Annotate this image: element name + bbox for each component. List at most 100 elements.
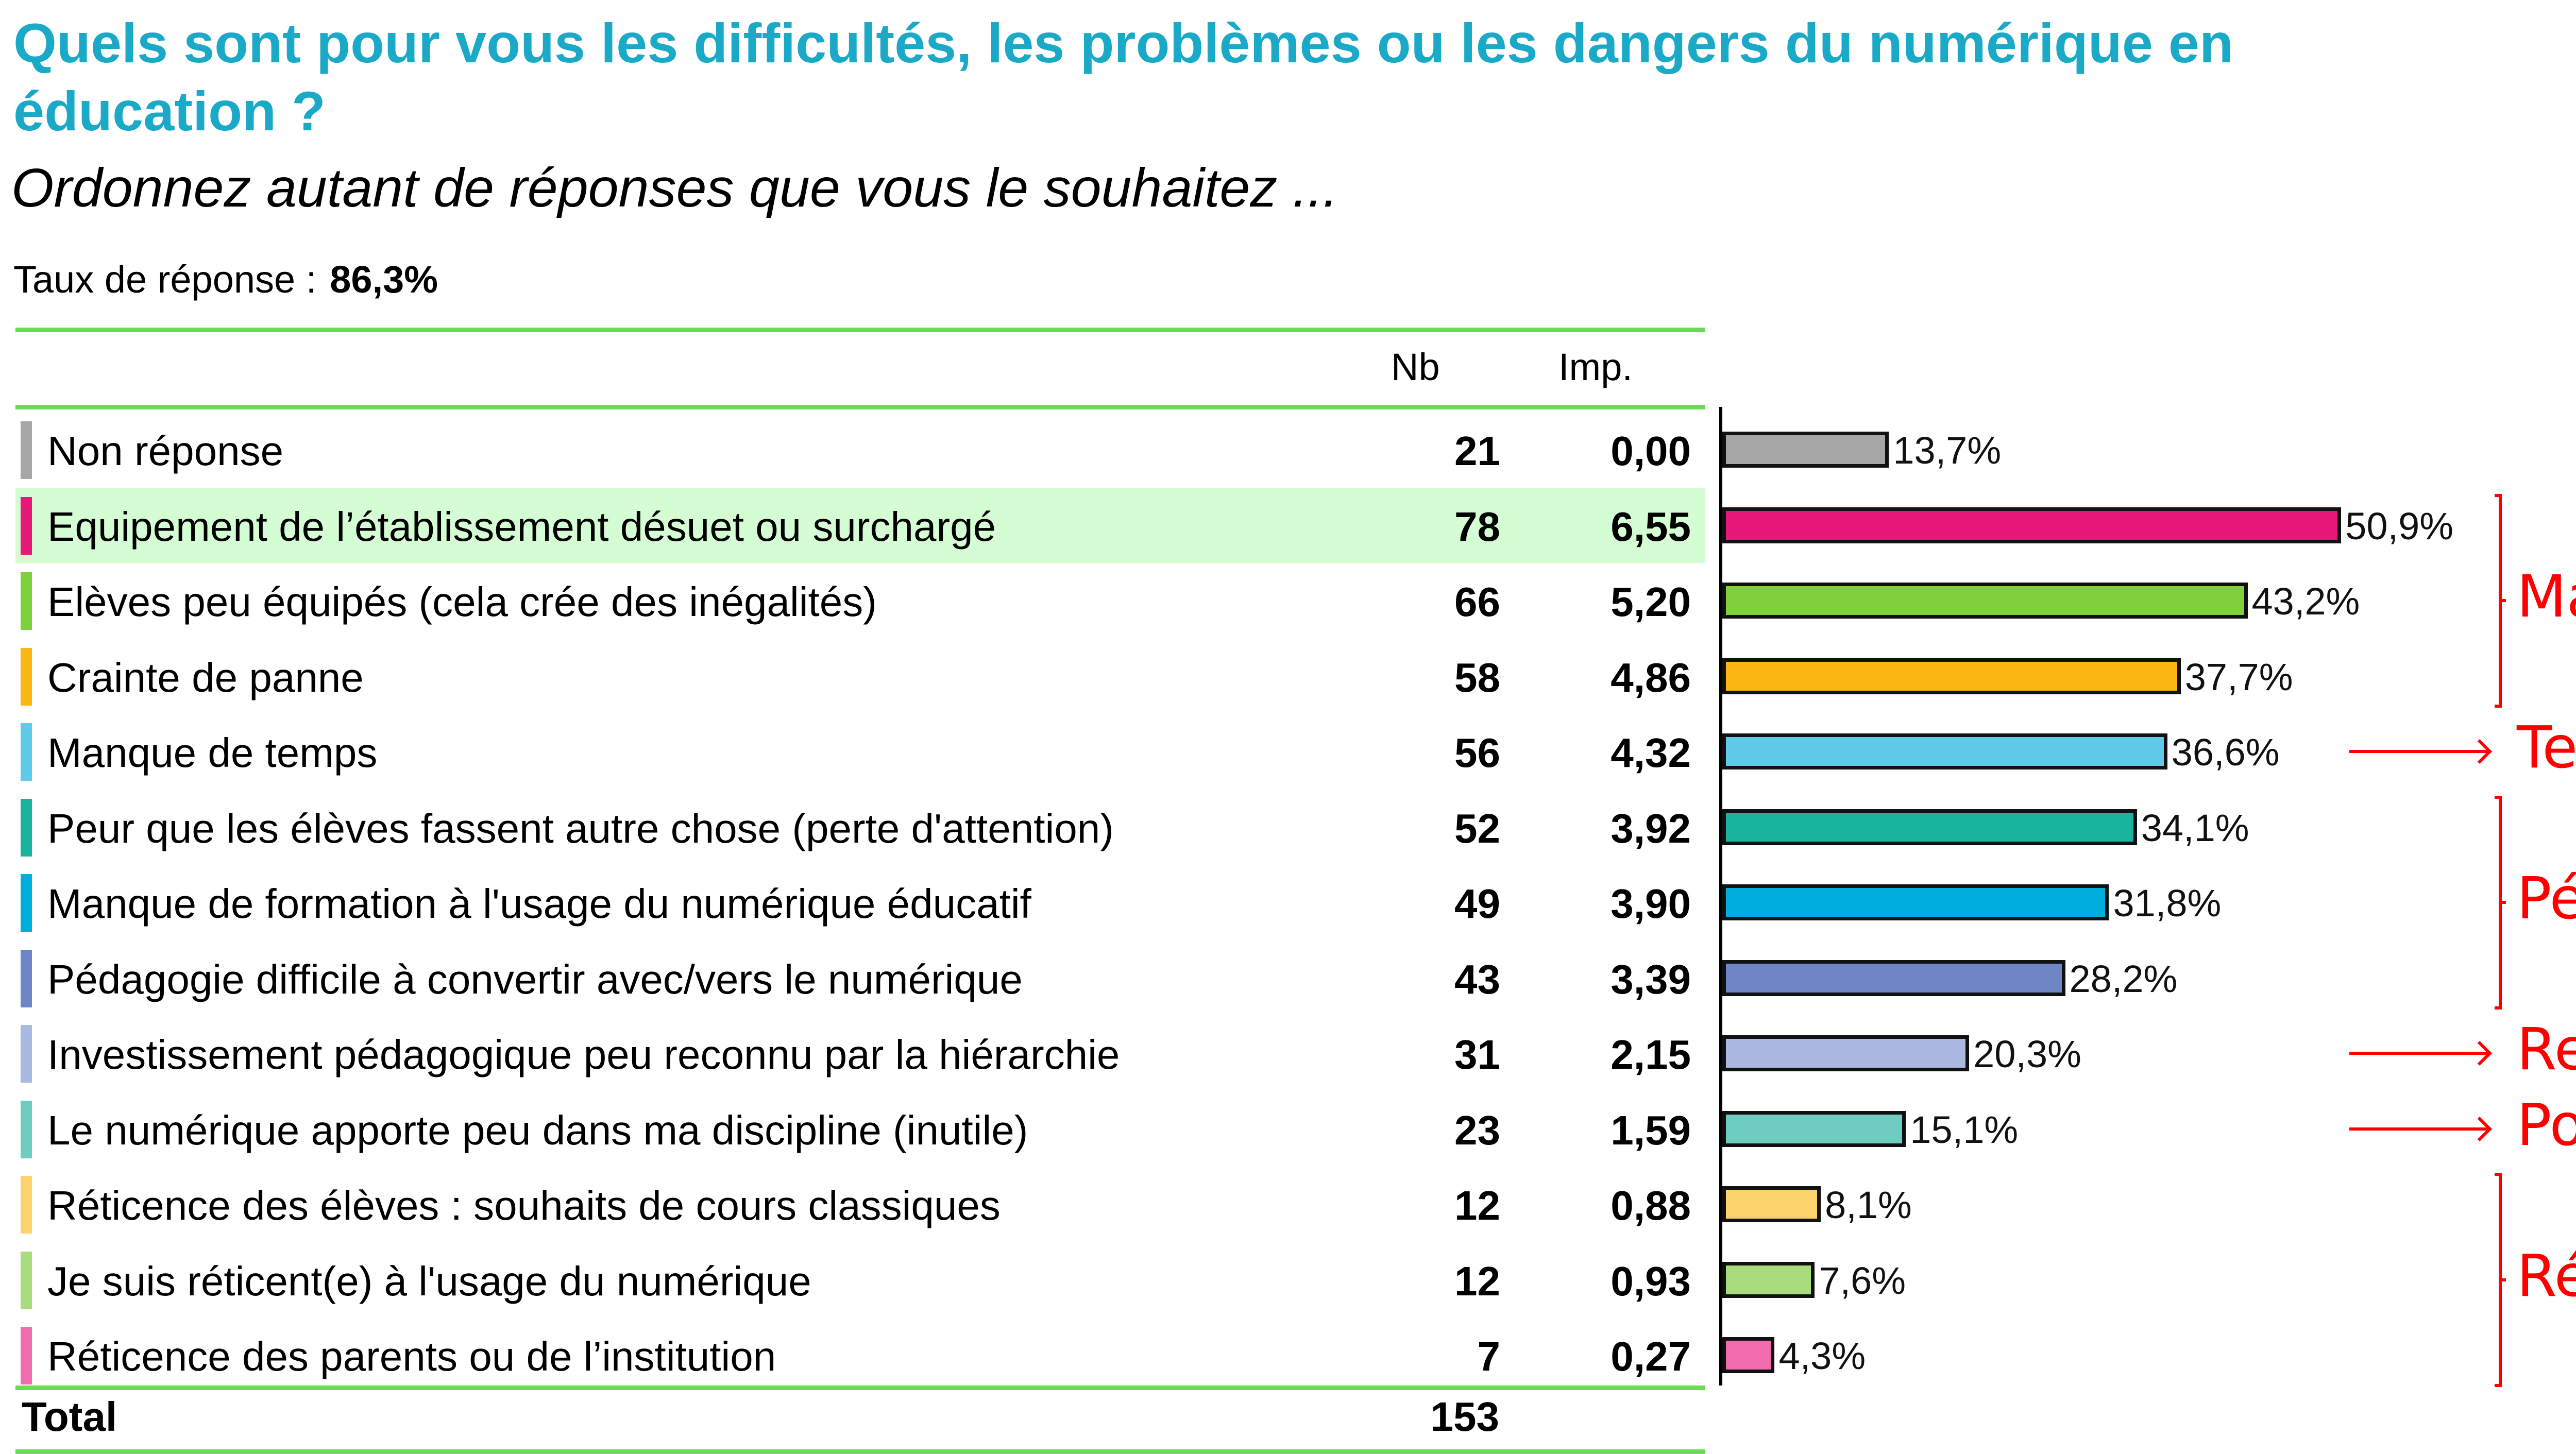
total-label: Total [22,1394,117,1440]
bar [1722,884,2109,920]
bar-value-label: 37,7% [2184,655,2293,698]
column-header-nb: Nb [1391,346,1440,388]
table-row[interactable]: Pédagogie difficile à convertir avec/ver… [15,940,1705,1016]
color-swatch [21,1100,32,1158]
table-top-rule [15,328,1705,332]
row-imp: 4,86 [1611,654,1691,700]
row-imp: 0,27 [1611,1333,1691,1379]
annotation-bracket-tick [2499,901,2506,904]
annotation-bracket-tick [2499,599,2506,603]
table-row[interactable]: Non réponse 21 0,00 [15,412,1705,487]
bar [1722,1186,1821,1222]
row-imp: 0,88 [1611,1183,1691,1228]
row-imp: 1,59 [1611,1107,1691,1153]
row-label: Peur que les élèves fassent autre chose … [47,805,1114,851]
table-row[interactable]: Crainte de panne 58 4,86 [15,639,1705,714]
bar [1722,507,2342,543]
row-nb: 49 [1454,881,1500,927]
row-imp: 0,00 [1611,428,1691,474]
color-swatch [21,798,32,857]
table-row[interactable]: Le numérique apporte peu dans ma discipl… [15,1091,1705,1167]
table-row[interactable]: Je suis réticent(e) à l'usage du numériq… [15,1242,1705,1318]
row-nb: 12 [1454,1183,1500,1228]
bar [1722,1035,1970,1071]
table-row[interactable]: Manque de temps 56 4,32 [15,714,1705,789]
bar [1722,1261,1815,1298]
color-swatch [21,874,32,932]
bar [1722,432,1889,468]
bar [1722,658,2181,694]
response-rate: Taux de réponse : 86,3% [13,258,438,301]
color-swatch [21,572,32,630]
color-swatch [21,497,32,555]
bar-value-label: 31,8% [2113,882,2222,925]
arrowhead-icon [2467,1041,2493,1066]
annotation-label: Réticences [2517,1242,2576,1310]
row-nb: 12 [1454,1258,1500,1304]
color-swatch [21,421,32,479]
question-title: Quels sont pour vous les difficultés, le… [13,12,2233,142]
row-imp: 3,90 [1611,881,1691,927]
row-nb: 7 [1477,1333,1501,1379]
row-label: Investissement pédagogique peu reconnu p… [47,1032,1120,1077]
row-imp: 0,93 [1611,1258,1691,1304]
annotation-arrow [2349,750,2488,754]
arrowhead-icon [2467,739,2493,764]
row-imp: 4,32 [1611,730,1691,776]
row-label: Réticence des parents ou de l’institutio… [47,1333,776,1379]
bar-value-label: 28,2% [2069,957,2178,1000]
bar-value-label: 43,2% [2251,580,2360,623]
color-swatch [21,1251,32,1309]
table-row[interactable]: Peur que les élèves fassent autre chose … [15,790,1705,865]
row-nb: 66 [1454,579,1500,625]
table-row[interactable]: Manque de formation à l'usage du numériq… [15,865,1705,940]
row-nb: 52 [1454,805,1500,851]
row-nb: 43 [1454,956,1500,1002]
bar-value-label: 4,3% [1778,1335,1866,1377]
row-imp: 6,55 [1611,503,1691,550]
bar-value-label: 20,3% [1973,1033,2081,1075]
bar [1722,960,2065,996]
row-label: Manque de formation à l'usage du numériq… [47,881,1031,927]
row-imp: 2,15 [1611,1032,1691,1077]
bar-value-label: 7,6% [1819,1259,1906,1302]
annotation-label: Potentiel [2517,1091,2576,1159]
table-row[interactable]: Réticence des élèves : souhaits de cours… [15,1167,1705,1242]
row-nb: 78 [1454,503,1500,550]
question-instructions: Ordonnez autant de réponses que vous le … [11,158,1338,218]
row-imp: 3,92 [1611,805,1691,851]
row-nb: 56 [1454,730,1500,776]
annotation-label: Temps [2517,714,2576,782]
annotation-arrow [2349,1052,2488,1055]
table-row[interactable]: Elèves peu équipés (cela crée des inégal… [15,563,1705,638]
annotation-arrow [2349,1127,2488,1131]
bar-axis [1719,407,1722,1385]
row-imp: 3,39 [1611,956,1691,1002]
annotation-label: Matériel [2517,563,2576,631]
bar [1722,733,2167,769]
bar-value-label: 13,7% [1893,429,2002,472]
table-row[interactable]: Equipement de l’établissement désuet ou … [15,487,1705,563]
row-label: Réticence des élèves : souhaits de cours… [47,1183,1001,1228]
row-nb: 23 [1454,1107,1500,1153]
table-row[interactable]: Réticence des parents ou de l’institutio… [15,1318,1705,1393]
row-nb: 21 [1454,428,1500,474]
annotation-bracket-tick [2499,1278,2506,1281]
table-bottom-rule [15,1449,1705,1454]
arrowhead-icon [2467,1116,2493,1141]
row-nb: 31 [1454,1032,1500,1077]
annotation-label: Reconnaissance [2517,1016,2576,1084]
bar-value-label: 36,6% [2171,731,2280,774]
color-swatch [21,647,32,706]
table-header-rule [15,405,1705,409]
bar [1722,1110,1906,1147]
color-swatch [21,1176,32,1234]
row-label: Je suis réticent(e) à l'usage du numériq… [47,1258,811,1304]
row-label: Pédagogie difficile à convertir avec/ver… [47,956,1023,1002]
bar-value-label: 15,1% [1910,1108,2019,1151]
table-row[interactable]: Investissement pédagogique peu reconnu p… [15,1016,1705,1091]
color-swatch [21,1327,32,1384]
row-label: Equipement de l’établissement désuet ou … [47,503,996,550]
row-label: Manque de temps [47,730,378,776]
total-count: 153 [1430,1394,1499,1440]
